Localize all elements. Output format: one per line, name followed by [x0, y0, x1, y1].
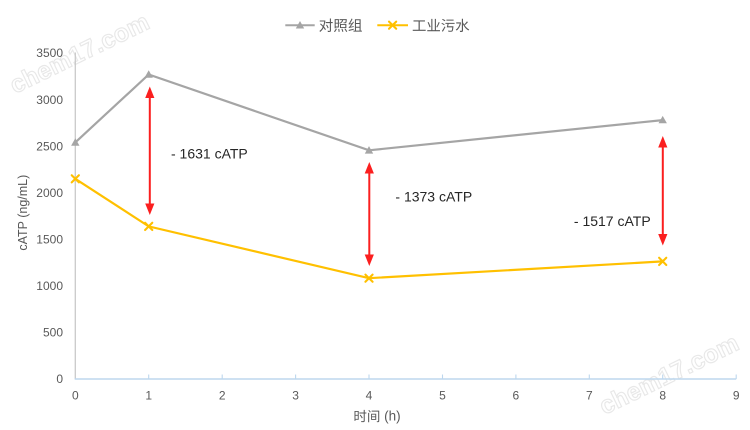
svg-text:7: 7 — [586, 389, 593, 403]
svg-text:2000: 2000 — [36, 186, 63, 200]
svg-text:9: 9 — [733, 389, 740, 403]
svg-text:- 1373 cATP: - 1373 cATP — [395, 189, 472, 205]
svg-text:2500: 2500 — [36, 139, 63, 153]
svg-text:- 1631 cATP: - 1631 cATP — [171, 146, 248, 162]
svg-text:2: 2 — [219, 389, 226, 403]
svg-text:1500: 1500 — [36, 233, 63, 247]
svg-text:5: 5 — [439, 389, 446, 403]
svg-text:(h): (h) — [380, 409, 400, 424]
svg-text:3: 3 — [292, 389, 299, 403]
svg-text:1000: 1000 — [36, 279, 63, 293]
svg-text:500: 500 — [43, 326, 63, 340]
svg-text:- 1517 cATP: - 1517 cATP — [574, 213, 651, 229]
svg-text:4: 4 — [366, 389, 373, 403]
svg-text:6: 6 — [513, 389, 520, 403]
svg-text:0: 0 — [72, 389, 79, 403]
svg-text:8: 8 — [659, 389, 666, 403]
svg-text:1: 1 — [145, 389, 152, 403]
svg-text:3500: 3500 — [36, 46, 63, 60]
svg-text:3000: 3000 — [36, 93, 63, 107]
svg-text:cATP (ng/mL): cATP (ng/mL) — [16, 175, 30, 251]
svg-text:0: 0 — [56, 372, 63, 386]
